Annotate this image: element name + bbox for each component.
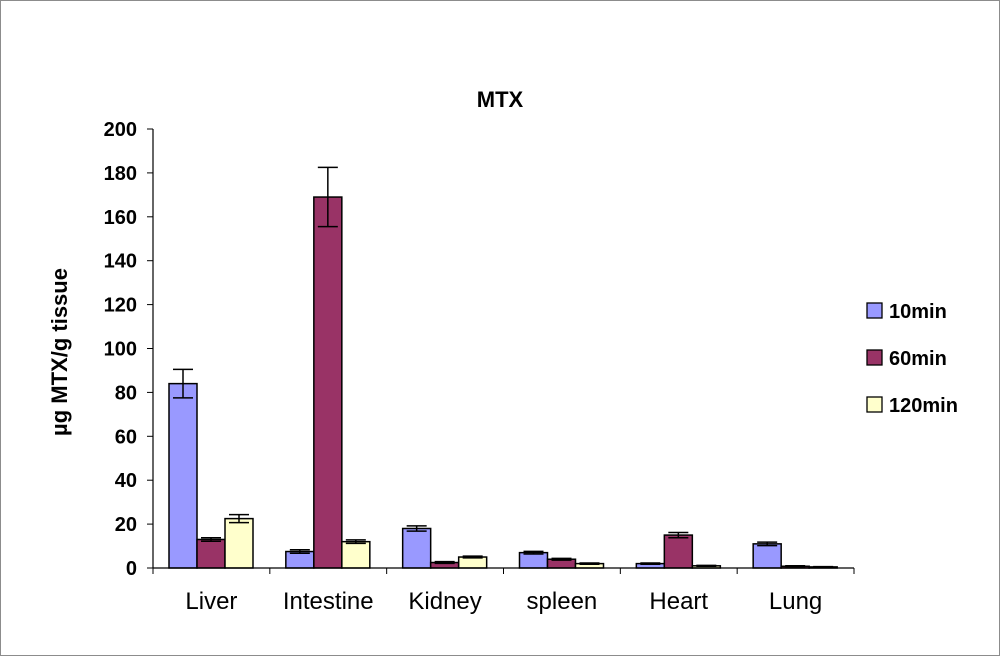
y-axis-ticks: 0 20 40 60 80 100 120 140 160 180 200 bbox=[104, 119, 153, 580]
bar-10min-Kidney bbox=[401, 527, 432, 569]
y-tick-label-40: 40 bbox=[115, 470, 137, 492]
bar-120min-Intestine bbox=[341, 540, 371, 569]
bar-10min-Lung bbox=[752, 543, 782, 569]
bar-120min-Liver bbox=[224, 517, 254, 569]
y-tick-label-180: 180 bbox=[104, 163, 137, 185]
y-tick-label-100: 100 bbox=[104, 339, 137, 361]
legend: 10min 60min 120min bbox=[866, 301, 958, 417]
legend-swatch-60min bbox=[866, 349, 883, 366]
x-tick-label-Liver: Liver bbox=[185, 588, 237, 615]
x-tick-label-Intestine: Intestine bbox=[283, 588, 374, 615]
x-tick-label-spleen: spleen bbox=[527, 588, 598, 615]
y-tick-label-160: 160 bbox=[104, 207, 137, 229]
legend-label-120min: 120min bbox=[889, 395, 958, 417]
bar-60min-Intestine bbox=[313, 196, 343, 569]
y-axis-label: µg MTX/g tissue bbox=[47, 268, 72, 436]
y-tick-label-120: 120 bbox=[104, 295, 137, 317]
y-tick-label-0: 0 bbox=[126, 558, 137, 580]
bar-10min-Liver bbox=[168, 382, 198, 569]
legend-label-60min: 60min bbox=[889, 348, 947, 370]
y-tick-label-60: 60 bbox=[115, 426, 137, 448]
chart-title: MTX bbox=[477, 87, 524, 112]
x-tick-label-Kidney: Kidney bbox=[408, 588, 481, 615]
x-tick-label-Heart: Heart bbox=[649, 588, 708, 615]
bars-group bbox=[168, 166, 838, 569]
legend-swatch-10min bbox=[866, 302, 883, 319]
y-tick-label-200: 200 bbox=[104, 119, 137, 141]
bar-120min-Kidney bbox=[457, 556, 488, 569]
bar-10min-spleen bbox=[518, 551, 549, 569]
x-axis-ticks: Liver Intestine Kidney spleen Heart Lung bbox=[185, 588, 822, 615]
y-tick-label-20: 20 bbox=[115, 514, 137, 536]
y-tick-label-140: 140 bbox=[104, 251, 137, 273]
legend-swatch-120min bbox=[866, 396, 883, 413]
x-tick-label-Lung: Lung bbox=[769, 588, 822, 615]
bar-60min-Heart bbox=[663, 534, 694, 569]
axes bbox=[152, 129, 855, 574]
y-tick-label-80: 80 bbox=[115, 382, 137, 404]
bar-60min-Liver bbox=[196, 538, 226, 569]
legend-label-10min: 10min bbox=[889, 301, 947, 323]
